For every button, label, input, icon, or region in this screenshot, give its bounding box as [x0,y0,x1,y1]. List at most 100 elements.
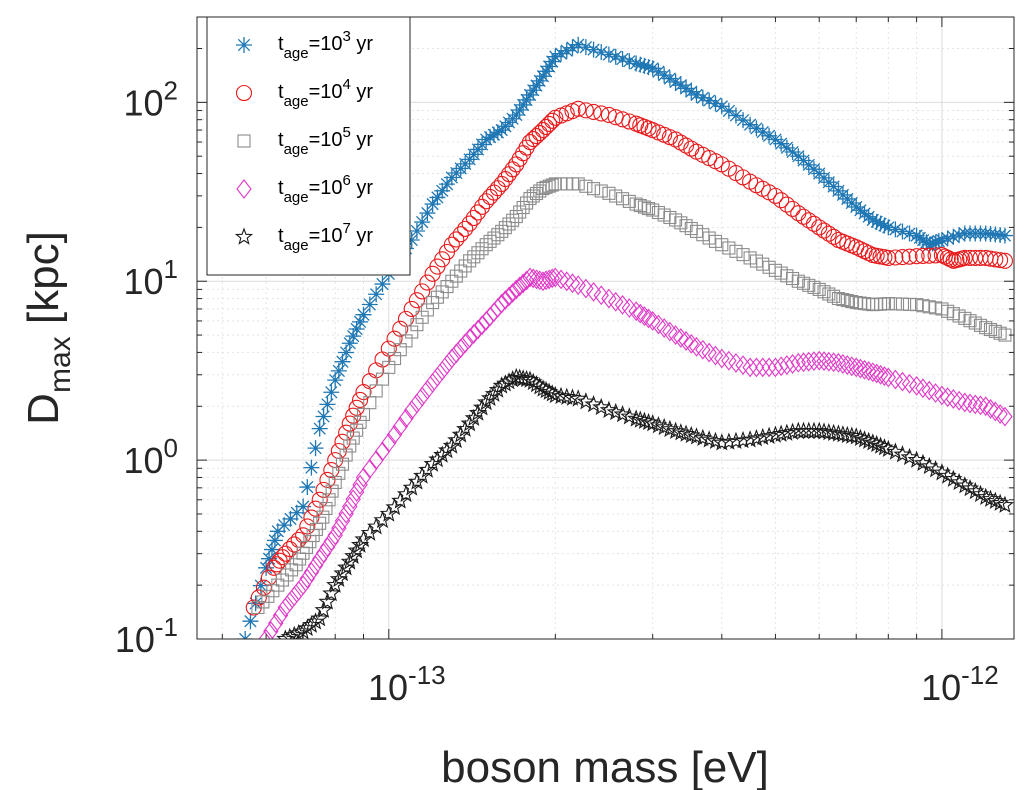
data-point [701,342,717,363]
data-point [967,394,983,415]
data-point [881,297,895,311]
data-point [701,92,718,109]
series-3 [251,177,1012,615]
data-point [961,249,979,266]
data-point [471,246,485,260]
data-point [887,249,904,266]
data-point [343,439,357,453]
data-point [410,318,424,332]
data-point [307,440,324,457]
data-point [544,112,561,129]
data-point [295,575,311,596]
data-point [350,423,364,437]
data-point [444,348,460,369]
data-point [924,235,941,252]
data-point [939,230,956,247]
data-point [992,404,1008,424]
data-point [911,229,928,246]
data-point [386,424,403,445]
data-point [778,139,795,156]
data-point [325,484,339,498]
data-point [409,393,425,414]
data-point [252,577,269,594]
data-point [334,511,351,531]
data-point [719,432,738,450]
data-point [541,269,557,290]
data-point [632,56,649,73]
data-point [347,541,366,559]
data-point [355,306,372,323]
data-point [460,414,479,432]
data-point [930,233,947,250]
data-point [286,536,303,553]
data-point [821,351,837,372]
data-point [901,248,918,265]
data-point [848,357,864,378]
data-point [945,228,962,245]
data-point [403,232,420,249]
data-point [504,283,521,303]
data-point [915,232,932,249]
y-axis-label-sub: max [44,336,77,393]
legend-entry: tage=107 yr [278,220,373,254]
data-point [806,351,822,372]
data-point [329,569,348,588]
data-point [513,205,527,219]
data-point [656,67,673,84]
data-point [706,431,725,450]
data-point [525,268,541,289]
data-point [784,144,801,161]
data-point [733,430,753,449]
data-point [784,200,801,217]
data-point [342,496,358,517]
data-point [353,415,367,429]
data-point [419,205,436,222]
data-point [348,482,365,502]
y-axis-label-unit: [kpc] [19,231,68,324]
data-point [983,322,998,337]
data-point [570,275,586,296]
data-point [345,407,362,424]
data-point [840,294,854,308]
data-point [295,498,312,515]
data-point [636,306,653,326]
data-point [927,234,944,251]
data-point [381,432,397,453]
x-tick-label: 10-13 [368,660,446,708]
data-point [707,95,724,112]
data-point [557,387,576,405]
legend-marker [237,134,251,148]
data-point [263,541,280,558]
data-point [277,597,294,618]
data-point [888,297,902,311]
data-point [344,546,363,564]
data-point [963,314,977,328]
data-point [276,517,293,534]
data-point [683,83,700,100]
data-point [250,589,267,606]
data-point [672,77,689,94]
data-point [956,249,973,266]
legend-entry: tage=106 yr [278,172,373,206]
y-axis-label-gap [19,324,68,336]
data-point [368,286,385,303]
data-point [742,357,758,378]
data-point [323,531,340,552]
data-point [559,271,575,292]
data-point [442,436,461,454]
data-point [451,425,470,443]
data-point [636,57,653,74]
data-point [268,613,284,634]
data-point [712,433,731,451]
data-point [269,523,286,540]
data-point [518,139,535,156]
data-point [845,295,859,309]
legend-entry: tage=104 yr [278,76,373,110]
data-point [621,113,638,130]
data-point [494,293,510,314]
data-point [876,217,893,234]
data-point [921,247,938,264]
data-point [688,336,705,357]
data-point [773,135,790,152]
data-point [678,331,694,351]
